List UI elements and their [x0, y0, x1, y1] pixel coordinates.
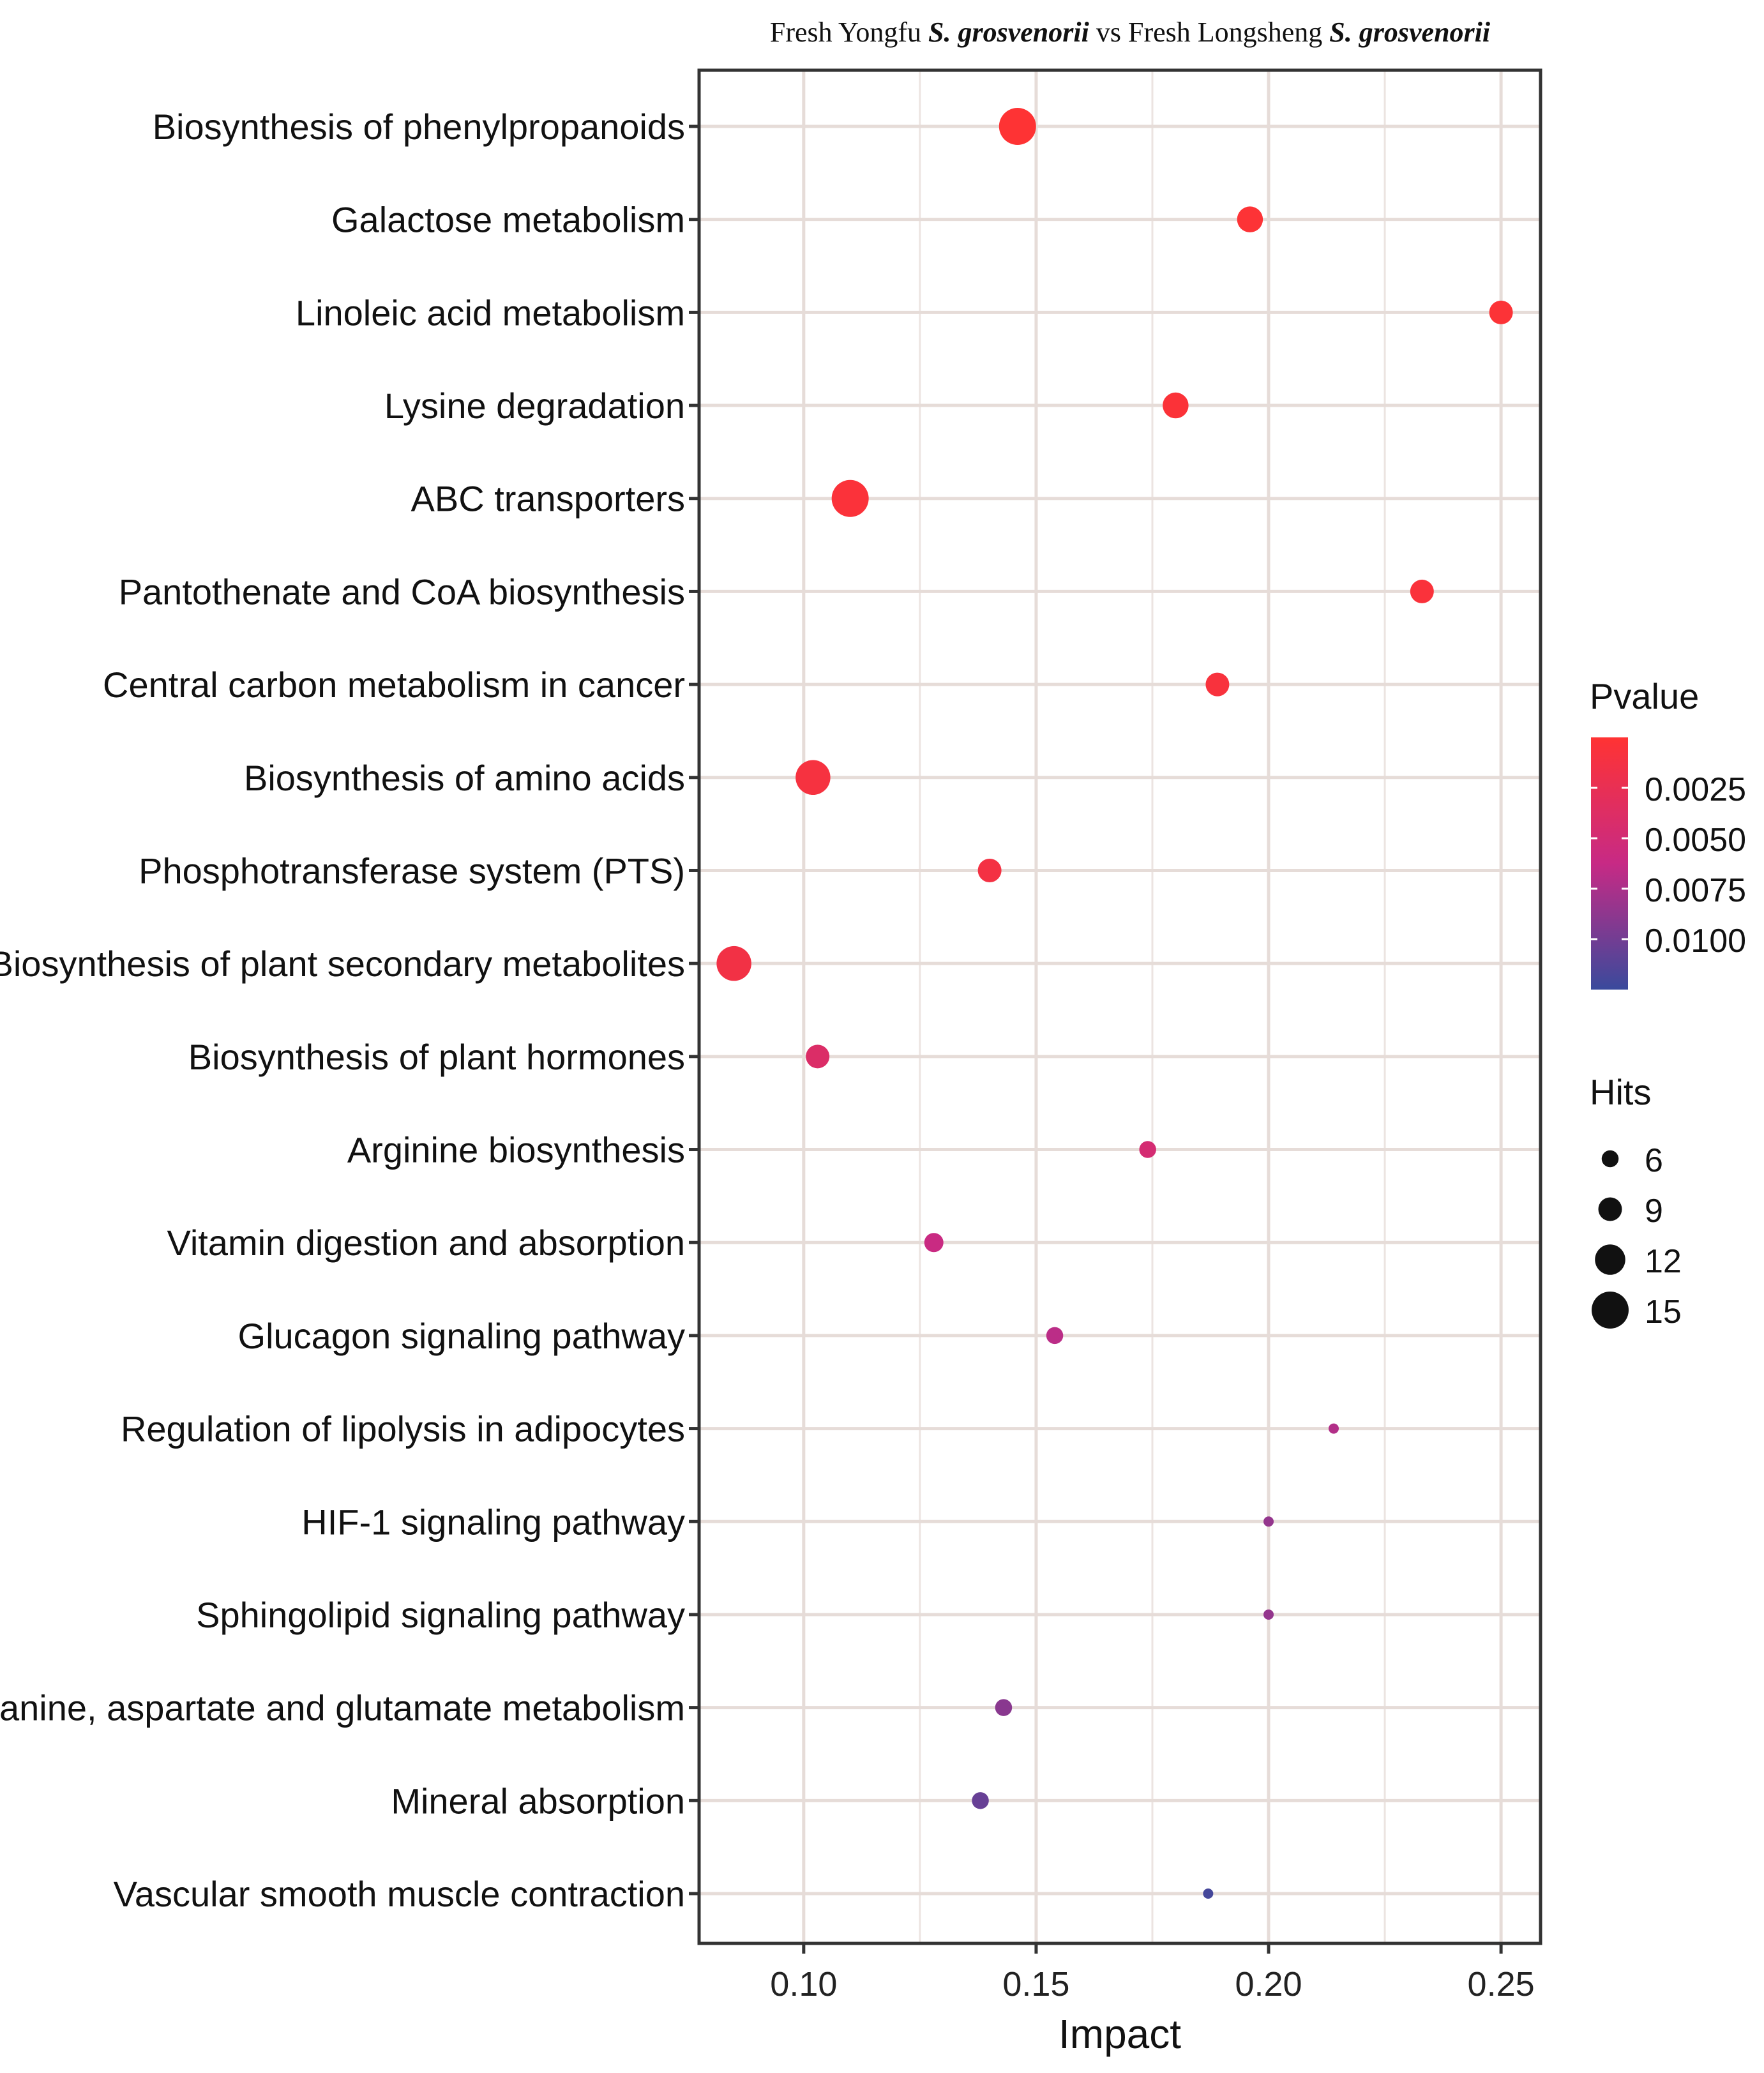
- hits-legend-label: 6: [1645, 1142, 1663, 1179]
- chart-title-part: S. grosvenorii: [1329, 17, 1491, 48]
- data-points: [716, 108, 1513, 1899]
- y-tick-label: Central carbon metabolism in cancer: [103, 665, 685, 705]
- data-point: [1163, 392, 1189, 419]
- x-axis: 0.10 0.15 0.20 0.25: [770, 1943, 1535, 2003]
- data-point: [995, 1699, 1013, 1716]
- pvalue-legend-label: 0.0100: [1645, 923, 1746, 960]
- y-tick-label: Biosynthesis of phenylpropanoids: [153, 107, 685, 147]
- hits-legend-key: [1595, 1244, 1625, 1275]
- chart-title: Fresh Yongfu S. grosvenorii vs Fresh Lon…: [770, 17, 1491, 48]
- y-tick-label: Mineral absorption: [391, 1781, 685, 1821]
- x-tick-label: 0.15: [1002, 1965, 1069, 2003]
- hits-legend-key: [1601, 1150, 1619, 1168]
- pvalue-legend-ticks: 0.0025 0.0050 0.0075 0.0100: [1591, 771, 1746, 960]
- chart-title-part: S. grosvenorii: [928, 17, 1090, 48]
- hits-legend-label: 9: [1645, 1193, 1663, 1230]
- x-tick-label: 0.25: [1468, 1965, 1535, 2003]
- data-point: [1263, 1609, 1274, 1620]
- data-point: [795, 760, 831, 795]
- pvalue-legend-title: Pvalue: [1590, 676, 1699, 716]
- hits-legend-key: [1592, 1292, 1629, 1329]
- y-tick-label: Arginine biosynthesis: [347, 1130, 685, 1170]
- x-gridlines: [802, 70, 1503, 1943]
- data-point: [1263, 1516, 1274, 1527]
- data-point: [1410, 579, 1434, 603]
- y-tick-label: Glucagon signaling pathway: [238, 1316, 685, 1356]
- plot-panel: [699, 70, 1541, 1943]
- x-tick-label: 0.20: [1235, 1965, 1302, 2003]
- pvalue-colorbar: [1591, 737, 1628, 990]
- data-point: [1205, 672, 1230, 697]
- data-point: [1046, 1327, 1064, 1345]
- y-tick-label: Galactose metabolism: [331, 200, 685, 240]
- data-point: [716, 946, 751, 981]
- hits-legend-title: Hits: [1590, 1072, 1651, 1112]
- plot-border: [697, 68, 1542, 1945]
- data-point: [806, 1044, 830, 1069]
- y-tick-label: Sphingolipid signaling pathway: [196, 1595, 685, 1635]
- x-axis-title: Impact: [1059, 2011, 1181, 2057]
- y-tick-label: Biosynthesis of amino acids: [244, 758, 685, 798]
- hits-legend: Hits 6 9 12 15: [1590, 1072, 1682, 1330]
- chart-title-part: vs Fresh Longsheng: [1089, 17, 1329, 48]
- y-tick-label: Vascular smooth muscle contraction: [114, 1874, 685, 1914]
- data-point: [1489, 300, 1513, 324]
- hits-legend-key: [1598, 1197, 1622, 1221]
- y-tick-label: Regulation of lipolysis in adipocytes: [121, 1409, 685, 1449]
- y-tick-label: Phosphotransferase system (PTS): [139, 850, 685, 891]
- data-point: [1237, 206, 1263, 232]
- data-point: [972, 1792, 989, 1809]
- data-point: [1328, 1423, 1339, 1434]
- y-tick-label: ABC transporters: [411, 479, 686, 519]
- pvalue-legend: Pvalue 0.0025 0.0050 0.0075 0.0100: [1590, 676, 1746, 990]
- y-tick-label: Alanine, aspartate and glutamate metabol…: [0, 1688, 685, 1728]
- y-axis: Biosynthesis of phenylpropanoids Galactos…: [0, 107, 699, 1914]
- pvalue-legend-label: 0.0050: [1645, 822, 1746, 859]
- data-point: [831, 479, 869, 517]
- data-point: [924, 1233, 944, 1253]
- y-tick-label: Biosynthesis of plant hormones: [188, 1037, 685, 1077]
- y-tick-label: Vitamin digestion and absorption: [167, 1223, 685, 1263]
- data-point: [1203, 1888, 1214, 1899]
- pvalue-legend-label: 0.0025: [1645, 771, 1746, 808]
- hits-legend-keys: 6 9 12 15: [1592, 1142, 1682, 1330]
- data-point: [977, 858, 1002, 882]
- y-tick-label: HIF-1 signaling pathway: [301, 1502, 685, 1542]
- hits-legend-label: 12: [1645, 1243, 1682, 1280]
- x-tick-label: 0.10: [770, 1965, 837, 2003]
- pvalue-legend-label: 0.0075: [1645, 872, 1746, 909]
- chart-title-part: Fresh Yongfu: [770, 17, 928, 48]
- y-tick-label: Lysine degradation: [384, 386, 685, 426]
- y-tick-label: Linoleic acid metabolism: [296, 292, 685, 333]
- y-tick-label: Biosynthesis of plant secondary metaboli…: [0, 944, 685, 984]
- hits-legend-label: 15: [1645, 1293, 1682, 1330]
- y-tick-label: Pantothenate and CoA biosynthesis: [119, 571, 685, 612]
- data-point: [999, 108, 1036, 145]
- data-point: [1139, 1141, 1156, 1158]
